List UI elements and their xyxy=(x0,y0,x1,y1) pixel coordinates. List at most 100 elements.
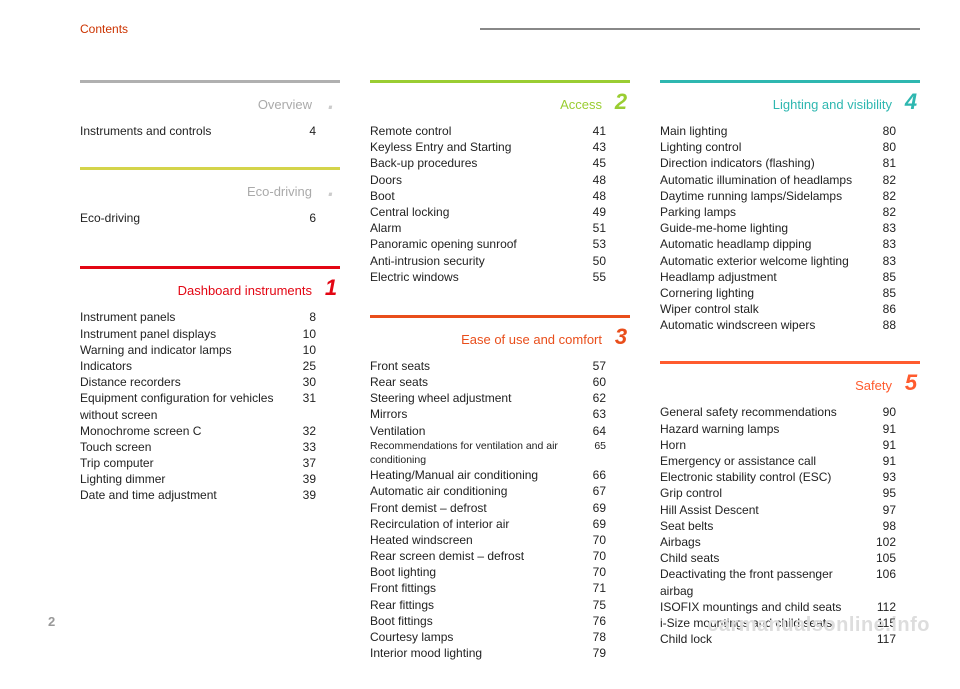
entry-page: 79 xyxy=(582,645,606,661)
entry-page: 82 xyxy=(872,172,896,188)
section-head: Eco-driving. xyxy=(80,176,340,202)
entry-label: Cornering lighting xyxy=(660,285,864,301)
entry-label: Wiper control stalk xyxy=(660,301,864,317)
entry-label: Electronic stability control (ESC) xyxy=(660,469,864,485)
toc-entry: Daytime running lamps/Sidelamps82 xyxy=(660,188,896,204)
entry-page: 50 xyxy=(582,253,606,269)
toc-entry: Grip control95 xyxy=(660,485,896,501)
entry-label: Heated windscreen xyxy=(370,532,574,548)
entry-label: Boot xyxy=(370,188,574,204)
entry-page: 4 xyxy=(292,123,316,139)
toc-entry: Boot fittings76 xyxy=(370,613,606,629)
toc-entry: Equipment configuration for vehicles wit… xyxy=(80,390,316,422)
section-title: Ease of use and comfort xyxy=(370,332,602,347)
toc-section: Ease of use and comfort3Front seats57Rea… xyxy=(370,315,630,662)
entry-label: Headlamp adjustment xyxy=(660,269,864,285)
entry-page: 83 xyxy=(872,220,896,236)
section-head: Dashboard instruments1 xyxy=(80,275,340,301)
toc-entry: Courtesy lamps78 xyxy=(370,629,606,645)
entry-label: Heating/Manual air conditioning xyxy=(370,467,574,483)
entry-label: Horn xyxy=(660,437,864,453)
entry-page: 95 xyxy=(872,485,896,501)
entry-page: 75 xyxy=(582,597,606,613)
toc-entry: Instrument panels8 xyxy=(80,309,316,325)
toc-entry: Distance recorders30 xyxy=(80,374,316,390)
entry-label: Eco-driving xyxy=(80,210,284,226)
entry-page: 67 xyxy=(582,483,606,499)
toc-entry: Hill Assist Descent97 xyxy=(660,502,896,518)
entry-label: Front seats xyxy=(370,358,574,374)
toc-entry: Rear screen demist – defrost70 xyxy=(370,548,606,564)
toc-entry: Airbags 102 xyxy=(660,534,896,550)
entry-label: Automatic air conditioning xyxy=(370,483,574,499)
entry-label: Touch screen xyxy=(80,439,284,455)
entry-label: Guide-me-home lighting xyxy=(660,220,864,236)
entry-page: 49 xyxy=(582,204,606,220)
section-bar xyxy=(370,80,630,83)
entry-label: Emergency or assistance call xyxy=(660,453,864,469)
entry-label: Boot lighting xyxy=(370,564,574,580)
toc-entry: Automatic air conditioning 67 xyxy=(370,483,606,499)
entry-label: Instruments and controls xyxy=(80,123,284,139)
toc-entry: Headlamp adjustment85 xyxy=(660,269,896,285)
toc-entry: Eco-driving6 xyxy=(80,210,316,226)
section-head: Safety 5 xyxy=(660,370,920,396)
entry-label: Distance recorders xyxy=(80,374,284,390)
entry-label: Interior mood lighting xyxy=(370,645,574,661)
entry-label: Back-up procedures xyxy=(370,155,574,171)
entry-page: 53 xyxy=(582,236,606,252)
toc-entry: Wiper control stalk86 xyxy=(660,301,896,317)
entry-page: 80 xyxy=(872,139,896,155)
entry-label: Hill Assist Descent xyxy=(660,502,864,518)
entry-page: 91 xyxy=(872,421,896,437)
entry-page: 90 xyxy=(872,404,896,420)
contents-label: Contents xyxy=(80,22,128,36)
section-title: Safety xyxy=(660,378,892,393)
section-entries: Eco-driving6 xyxy=(80,210,340,226)
toc-entry: Deactivating the front passenger airbag1… xyxy=(660,566,896,598)
entry-label: Airbags xyxy=(660,534,864,550)
entry-label: Equipment configuration for vehicles wit… xyxy=(80,390,284,422)
toc-entry: Instrument panel displays10 xyxy=(80,326,316,342)
entry-label: Front fittings xyxy=(370,580,574,596)
entry-page: 69 xyxy=(582,500,606,516)
section-number: 5 xyxy=(902,370,920,396)
entry-page: 10 xyxy=(292,326,316,342)
entry-page: 102 xyxy=(872,534,896,550)
entry-label: Recirculation of interior air xyxy=(370,516,574,532)
section-entries: Instrument panels8Instrument panel displ… xyxy=(80,309,340,503)
toc-entry: Alarm51 xyxy=(370,220,606,236)
section-entries: Instruments and controls 4 xyxy=(80,123,340,139)
toc-entry: Recirculation of interior air69 xyxy=(370,516,606,532)
section-title: Access xyxy=(370,97,602,112)
entry-label: Electric windows xyxy=(370,269,574,285)
toc-entry: Emergency or assistance call91 xyxy=(660,453,896,469)
entry-page: 32 xyxy=(292,423,316,439)
entry-page: 48 xyxy=(582,172,606,188)
entry-label: Seat belts xyxy=(660,518,864,534)
toc-entry: Touch screen33 xyxy=(80,439,316,455)
section-head: Lighting and visibility4 xyxy=(660,89,920,115)
section-entries: Main lighting80Lighting control80Directi… xyxy=(660,123,920,333)
toc-entry: Keyless Entry and Starting43 xyxy=(370,139,606,155)
entry-page: 63 xyxy=(582,406,606,422)
entry-page: 8 xyxy=(292,309,316,325)
section-number: . xyxy=(322,89,340,115)
entry-page: 10 xyxy=(292,342,316,358)
entry-page: 39 xyxy=(292,487,316,503)
entry-label: Central locking xyxy=(370,204,574,220)
toc-entry: Lighting dimmer39 xyxy=(80,471,316,487)
section-title: Lighting and visibility xyxy=(660,97,892,112)
entry-page: 37 xyxy=(292,455,316,471)
section-bar xyxy=(370,315,630,318)
entry-label: Monochrome screen C xyxy=(80,423,284,439)
toc-column: Overview.Instruments and controls4Eco-dr… xyxy=(80,80,340,689)
toc-entry: Guide-me-home lighting 83 xyxy=(660,220,896,236)
toc-entry: Front demist – defrost69 xyxy=(370,500,606,516)
entry-page: 41 xyxy=(582,123,606,139)
toc-entry: Central locking 49 xyxy=(370,204,606,220)
watermark: carmanualsonline.info xyxy=(707,614,930,637)
entry-label: Trip computer xyxy=(80,455,284,471)
entry-label: Anti-intrusion security xyxy=(370,253,574,269)
entry-page: 60 xyxy=(582,374,606,390)
